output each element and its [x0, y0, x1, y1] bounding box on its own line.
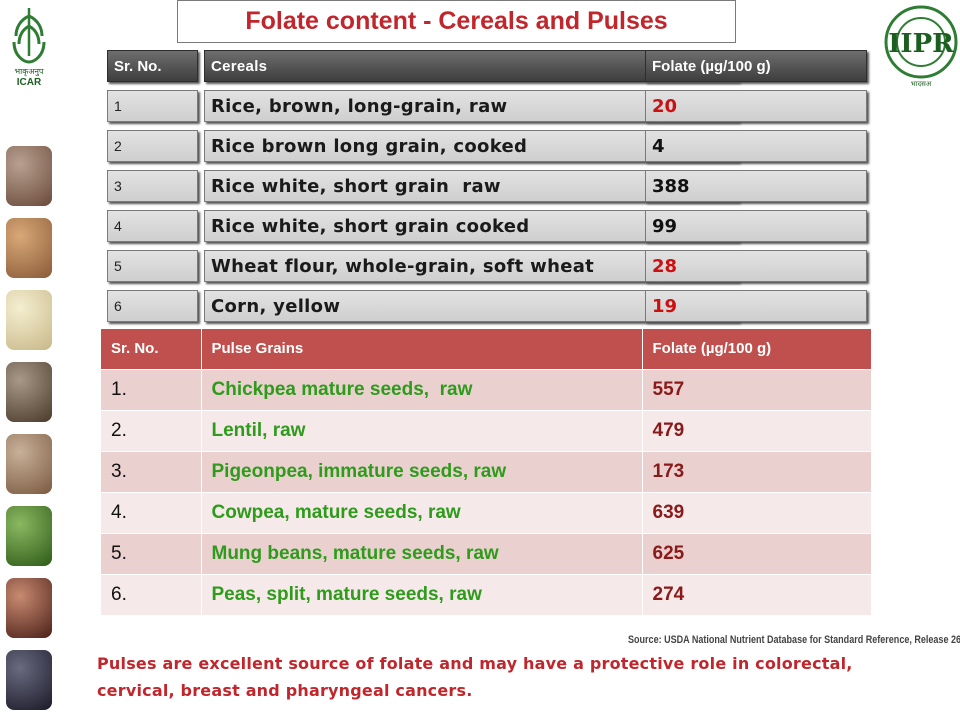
- seed-image: [6, 434, 52, 494]
- folate-value-cell: 4: [645, 130, 867, 162]
- sr-no-cell: 3: [107, 170, 198, 202]
- folate-value-cell: 20: [645, 90, 867, 122]
- header-folate: Folate (µg/100 g): [645, 50, 867, 82]
- sr-no-cell: 4.: [101, 492, 202, 534]
- folate-value-cell: 274: [642, 574, 872, 616]
- folate-value-cell: 639: [642, 492, 872, 534]
- page-title: Folate content - Cereals and Pulses: [245, 7, 668, 35]
- footnote: Pulses are excellent source of folate an…: [97, 654, 853, 700]
- folate-value-cell: 173: [642, 451, 872, 493]
- seed-image: [6, 650, 52, 710]
- sr-no-cell: 1: [107, 90, 198, 122]
- pulse-name-cell: Cowpea, mature seeds, raw: [201, 492, 643, 534]
- table-row: 5 Wheat flour, whole-grain, soft wheat 2…: [100, 246, 872, 286]
- svg-text:भादसअ: भादसअ: [911, 80, 932, 88]
- seed-image-strip: [6, 146, 54, 722]
- table-row: 6. Peas, split, mature seeds, raw 274: [101, 574, 872, 616]
- seed-image: [6, 290, 52, 350]
- folate-value-cell: 19: [645, 290, 867, 322]
- header-sr-no: Sr. No.: [107, 50, 198, 82]
- seed-image: [6, 362, 52, 422]
- pulse-name-cell: Peas, split, mature seeds, raw: [201, 574, 643, 616]
- pulse-name-cell: Lentil, raw: [201, 410, 643, 452]
- seed-image: [6, 506, 52, 566]
- header-folate: Folate (µg/100 g): [642, 329, 872, 370]
- sr-no-cell: 4: [107, 210, 198, 242]
- header-sr-no: Sr. No.: [101, 329, 202, 370]
- table-row: 3. Pigeonpea, immature seeds, raw 173: [101, 451, 872, 493]
- sr-no-cell: 6: [107, 290, 198, 322]
- folate-value-cell: 28: [645, 250, 867, 282]
- sr-no-cell: 2.: [101, 410, 202, 452]
- svg-text:IIPR: IIPR: [888, 29, 954, 59]
- pulse-name-cell: Chickpea mature seeds, raw: [201, 369, 643, 411]
- table-row: 3 Rice white, short grain raw 388: [100, 166, 872, 206]
- pulses-header-row: Sr. No. Pulse Grains Folate (µg/100 g): [101, 329, 872, 370]
- cereals-table: Sr. No. Cereals Folate (µg/100 g) 1 Rice…: [100, 46, 872, 326]
- table-row: 2 Rice brown long grain, cooked 4: [100, 126, 872, 166]
- sr-no-cell: 5: [107, 250, 198, 282]
- folate-value-cell: 557: [642, 369, 872, 411]
- table-row: 6 Corn, yellow 19: [100, 286, 872, 326]
- table-row: 4. Cowpea, mature seeds, raw 639: [101, 492, 872, 534]
- sr-no-cell: 1.: [101, 369, 202, 411]
- svg-text:भाकृअनुप: भाकृअनुप: [15, 67, 44, 77]
- table-row: 2. Lentil, raw 479: [101, 410, 872, 452]
- sr-no-cell: 6.: [101, 574, 202, 616]
- folate-value-cell: 625: [642, 533, 872, 575]
- table-row: 5. Mung beans, mature seeds, raw 625: [101, 533, 872, 575]
- folate-value-cell: 388: [645, 170, 867, 202]
- table-row: 1 Rice, brown, long-grain, raw 20: [100, 86, 872, 126]
- header-pulse-grains: Pulse Grains: [201, 329, 643, 370]
- seed-image: [6, 578, 52, 638]
- sr-no-cell: 3.: [101, 451, 202, 493]
- sr-no-cell: 2: [107, 130, 198, 162]
- table-row: 1. Chickpea mature seeds, raw 557: [101, 369, 872, 411]
- seed-image: [6, 218, 52, 278]
- sr-no-cell: 5.: [101, 533, 202, 575]
- folate-value-cell: 479: [642, 410, 872, 452]
- seed-image: [6, 146, 52, 206]
- source-citation: Source: USDA National Nutrient Database …: [628, 634, 960, 646]
- pulse-name-cell: Mung beans, mature seeds, raw: [201, 533, 643, 575]
- folate-value-cell: 99: [645, 210, 867, 242]
- pulses-table: Sr. No. Pulse Grains Folate (µg/100 g) 1…: [101, 329, 872, 616]
- iipr-logo: IIPR भादसअ: [884, 5, 958, 88]
- title-box: Folate content - Cereals and Pulses: [177, 0, 736, 43]
- cereals-header-row: Sr. No. Cereals Folate (µg/100 g): [100, 46, 872, 86]
- svg-text:ICAR: ICAR: [17, 77, 42, 88]
- icar-logo: भाकृअनुप ICAR: [12, 8, 46, 88]
- table-row: 4 Rice white, short grain cooked 99: [100, 206, 872, 246]
- pulse-name-cell: Pigeonpea, immature seeds, raw: [201, 451, 643, 493]
